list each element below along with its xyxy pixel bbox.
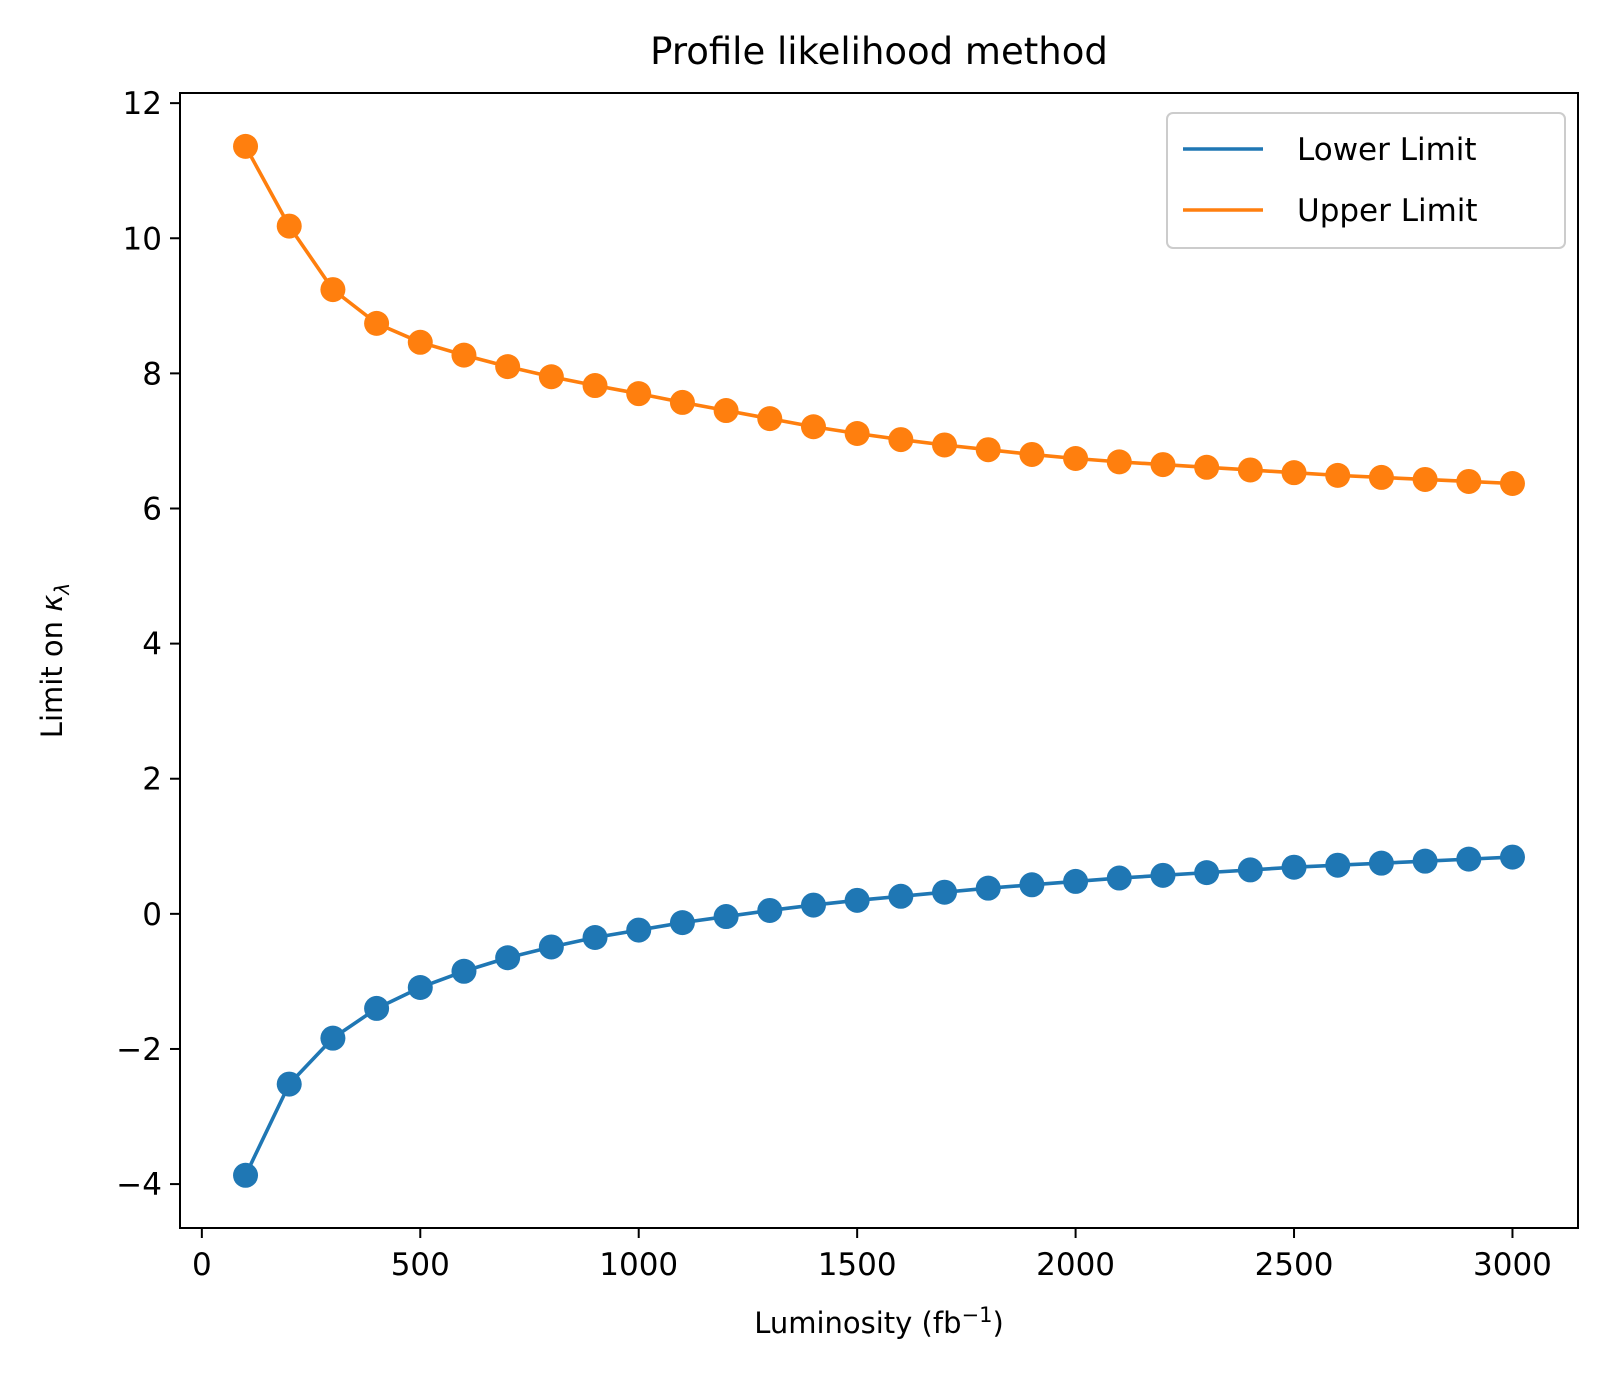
data-point-upper-limit (1499, 470, 1525, 496)
data-point-lower-limit (975, 875, 1001, 901)
y-tick-label: 6 (142, 491, 162, 527)
data-point-lower-limit (538, 934, 564, 960)
plot-area-frame (179, 92, 1579, 1229)
data-point-upper-limit (800, 414, 826, 440)
data-point-upper-limit (1368, 464, 1394, 490)
x-tick-label: 2000 (1036, 1247, 1115, 1283)
data-point-upper-limit (451, 342, 477, 368)
data-point-lower-limit (1412, 848, 1438, 874)
data-point-upper-limit (1456, 468, 1482, 494)
data-point-lower-limit (800, 892, 826, 918)
y-axis-title: Limit on κλ (35, 583, 74, 738)
data-point-upper-limit (320, 277, 346, 303)
data-point-lower-limit (451, 958, 477, 984)
data-point-lower-limit (1456, 846, 1482, 872)
data-point-lower-limit (320, 1025, 346, 1051)
x-axis-title-main: Luminosity (fb (754, 1306, 961, 1340)
data-point-lower-limit (932, 879, 958, 905)
y-tick-label: 12 (123, 86, 162, 122)
data-point-upper-limit (669, 389, 695, 415)
data-point-lower-limit (1281, 854, 1307, 880)
data-point-lower-limit (1019, 872, 1045, 898)
y-axis-title-main: Limit on (35, 612, 69, 738)
series-upper-limit (233, 133, 1525, 496)
data-point-upper-limit (1150, 452, 1176, 478)
data-point-upper-limit (844, 421, 870, 446)
y-tick-label: 2 (142, 762, 162, 798)
data-point-upper-limit (538, 364, 564, 390)
data-point-upper-limit (1019, 441, 1045, 467)
data-point-lower-limit (1106, 865, 1132, 891)
data-point-upper-limit (1237, 457, 1263, 483)
x-tick-label: 2500 (1255, 1247, 1334, 1283)
data-point-upper-limit (1063, 445, 1089, 471)
data-point-lower-limit (1150, 862, 1176, 888)
data-point-upper-limit (888, 427, 914, 453)
y-tick-label: 0 (142, 897, 162, 933)
data-point-lower-limit (1237, 857, 1263, 883)
y-tick-label: 8 (142, 356, 162, 392)
legend-label-lower-limit: Lower Limit (1297, 132, 1477, 168)
series-layer (233, 133, 1525, 1188)
data-point-upper-limit (364, 310, 390, 336)
x-axis-title-superscript: −1 (962, 1303, 993, 1327)
x-tick-label: 3000 (1473, 1247, 1552, 1283)
legend-label-upper-limit: Upper Limit (1297, 193, 1478, 229)
data-point-upper-limit (757, 406, 783, 432)
data-point-upper-limit (582, 373, 608, 399)
data-point-lower-limit (1194, 860, 1220, 886)
x-axis: 0 500 1000 1500 2000 2500 3000 (192, 1228, 1552, 1283)
x-axis-title-close: ) (992, 1306, 1003, 1340)
y-tick-label: 10 (123, 221, 162, 257)
data-point-lower-limit (1063, 868, 1089, 894)
data-point-lower-limit (407, 974, 433, 1000)
data-point-upper-limit (276, 213, 302, 239)
y-axis-title-symbol: κ (35, 595, 69, 612)
data-point-lower-limit (582, 924, 608, 950)
data-point-lower-limit (233, 1162, 259, 1188)
chart-title: Profile likelihood method (650, 30, 1108, 73)
data-point-upper-limit (626, 381, 652, 407)
x-tick-label: 1000 (599, 1247, 678, 1283)
legend-box (1166, 112, 1566, 249)
data-point-lower-limit (1499, 844, 1525, 870)
data-point-upper-limit (713, 398, 739, 424)
legend: Lower Limit Upper Limit (1166, 112, 1566, 249)
data-point-lower-limit (669, 910, 695, 936)
series-lower-limit (233, 844, 1525, 1188)
data-point-lower-limit (713, 904, 739, 930)
y-axis-title-subscript: λ (50, 583, 74, 596)
data-point-lower-limit (495, 945, 521, 971)
data-point-upper-limit (233, 133, 259, 159)
data-point-upper-limit (1412, 466, 1438, 492)
data-point-lower-limit (1325, 852, 1351, 878)
data-point-upper-limit (932, 432, 958, 458)
y-tick-label: 4 (142, 627, 162, 663)
data-point-lower-limit (276, 1071, 302, 1097)
x-tick-label: 500 (391, 1247, 450, 1283)
data-point-lower-limit (757, 897, 783, 923)
data-point-upper-limit (1325, 462, 1351, 488)
data-point-lower-limit (844, 887, 870, 913)
y-axis: −4 −2 0 2 4 6 8 10 12 (116, 86, 180, 1203)
y-tick-label: −2 (116, 1032, 162, 1068)
data-point-lower-limit (1368, 850, 1394, 876)
data-point-upper-limit (975, 437, 1001, 463)
data-point-lower-limit (364, 995, 390, 1021)
x-axis-title: Luminosity (fb−1) (754, 1303, 1004, 1340)
data-point-upper-limit (1281, 460, 1307, 486)
x-tick-label: 1500 (818, 1247, 897, 1283)
data-point-upper-limit (1194, 454, 1220, 480)
data-point-lower-limit (626, 917, 652, 943)
data-point-upper-limit (495, 354, 521, 380)
data-point-upper-limit (1106, 449, 1132, 475)
y-tick-label: −4 (116, 1167, 162, 1203)
data-point-lower-limit (888, 883, 914, 909)
x-tick-label: 0 (192, 1247, 212, 1283)
data-point-upper-limit (407, 329, 433, 355)
